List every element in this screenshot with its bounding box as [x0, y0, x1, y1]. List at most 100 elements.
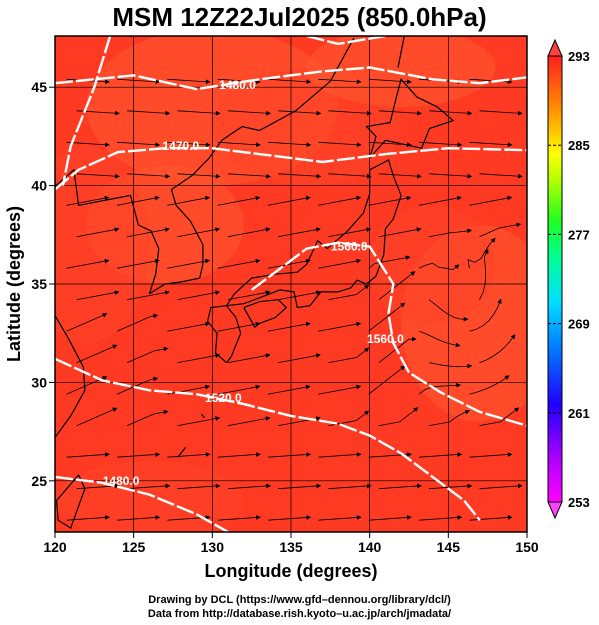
streamline [418, 382, 461, 395]
streamline [419, 515, 463, 521]
streamline [467, 237, 496, 269]
streamline [328, 483, 372, 490]
streamline [127, 173, 171, 179]
streamline [278, 483, 322, 490]
contour-label: 1560.0 [367, 332, 404, 346]
streamline [368, 78, 412, 85]
streamline [217, 141, 261, 148]
contour-label: 1480.0 [219, 78, 256, 92]
colorbar-gradient [547, 55, 563, 503]
streamline [418, 330, 461, 348]
credit-drawing: Drawing by DCL (https://www.gfd–dennou.o… [148, 594, 451, 606]
streamline [368, 515, 412, 521]
coastline [55, 168, 160, 294]
y-tick-label: 25 [31, 473, 47, 489]
streamline [469, 298, 502, 332]
coastline [55, 315, 86, 438]
streamline [278, 173, 322, 179]
streamline [177, 110, 221, 116]
streamline [66, 258, 110, 269]
streamline [76, 173, 120, 179]
streamline [479, 222, 522, 238]
streamline [469, 141, 513, 148]
y-axis-label: Latitude (degrees) [4, 206, 24, 362]
contour-label: 1560.0 [331, 240, 368, 254]
streamline [127, 290, 170, 301]
coastline [206, 305, 242, 364]
streamline [167, 452, 211, 458]
coastline [397, 36, 405, 68]
streamline [429, 483, 473, 490]
x-tick-label: 150 [515, 539, 539, 555]
streamline [217, 515, 261, 521]
streamline [419, 452, 463, 458]
map-area: 1480.0 1520.0 1560.0 1560.0 1480.0 1470.0 [54, 35, 528, 533]
streamline [227, 227, 271, 238]
streamline [116, 452, 161, 458]
streamline [479, 248, 489, 300]
height-contour [250, 241, 527, 427]
streamline [167, 78, 211, 85]
streamline [66, 141, 110, 148]
x-tick-label: 130 [201, 539, 225, 555]
streamline [267, 452, 312, 458]
streamline [116, 195, 160, 206]
streamline [227, 290, 271, 301]
x-axis-label: Longitude (degrees) [204, 561, 377, 581]
streamline [217, 258, 261, 269]
coastline [200, 413, 205, 419]
streamline [368, 302, 406, 332]
coastline [365, 78, 455, 159]
height-contours: 1480.0 1520.0 1560.0 1560.0 1480.0 1470.0 [55, 36, 527, 532]
streamline [418, 262, 460, 271]
x-tick-label: 140 [358, 539, 382, 555]
streamline [227, 416, 271, 427]
credit-data: Data from http://database.rish.kyoto–u.a… [147, 608, 452, 620]
streamline [378, 110, 422, 116]
streamline [429, 110, 473, 116]
streamline [66, 452, 110, 458]
coastline [221, 37, 355, 141]
coastline [226, 159, 402, 309]
coastline [243, 299, 288, 329]
streamline [227, 483, 271, 490]
streamline [428, 299, 469, 322]
streamline [368, 255, 411, 269]
streamline [328, 173, 372, 179]
height-contour [55, 475, 229, 532]
coastlines [55, 36, 455, 530]
colorbar: 253 261 269 277 285 293 [547, 38, 590, 520]
streamline [76, 407, 118, 427]
streamline [227, 173, 271, 179]
colorbar-max-arrow [547, 38, 563, 57]
streamline [469, 195, 513, 206]
coastline [55, 474, 86, 530]
height-contour [55, 66, 527, 91]
streamline [167, 321, 211, 332]
streamline [479, 483, 523, 490]
colorbar-tick-label: 293 [568, 49, 590, 64]
chart-title: MSM 12Z22Jul2025 (850.0hPa) [112, 2, 487, 32]
streamline [177, 483, 221, 490]
streamline [217, 452, 261, 458]
streamline [469, 375, 510, 395]
streamline [328, 347, 370, 364]
streamline [278, 290, 321, 301]
x-tick-label: 125 [122, 539, 146, 555]
streamline [378, 173, 422, 179]
y-axis: 25 30 35 40 45 [31, 79, 55, 489]
streamline [419, 195, 462, 206]
streamline [378, 483, 422, 490]
coastline [149, 139, 223, 295]
streamline [479, 407, 520, 427]
streamline [66, 313, 108, 332]
streamline [368, 365, 406, 395]
streamline [419, 141, 463, 148]
y-tick-label: 35 [31, 276, 47, 292]
streamline [217, 384, 261, 395]
streamline [278, 353, 321, 364]
streamline [267, 321, 311, 332]
colorbar-tick-label: 261 [568, 406, 590, 421]
streamline [479, 173, 523, 179]
